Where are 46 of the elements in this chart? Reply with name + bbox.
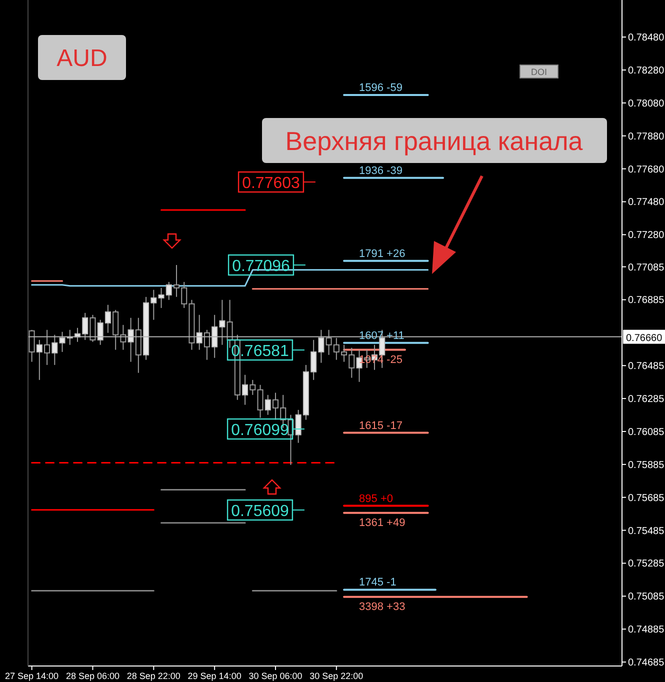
series-label: 895 +0 (359, 492, 393, 505)
y-tick-label: 0.76085 (628, 426, 665, 438)
candlestick (28, 329, 35, 362)
annotation: 0.75609 (231, 503, 290, 520)
y-tick-label: 0.75285 (628, 558, 665, 570)
x-tick-label: 30 Sep 06:00 (248, 671, 302, 681)
y-tick-label: 0.76485 (628, 361, 665, 372)
y-tick-label: 0.77480 (628, 197, 665, 208)
y-tick-label: 0.77280 (628, 230, 665, 242)
series-label: 1936 -39 (359, 164, 402, 177)
annotation: 0.77603 (242, 175, 300, 192)
y-tick-label: 0.76285 (628, 394, 665, 406)
x-tick-label: 30 Sep 22:00 (310, 671, 364, 681)
y-tick-label: 0.74885 (628, 624, 665, 636)
y-tick-label: 0.76885 (628, 295, 665, 306)
annotation: DOI (530, 67, 548, 77)
series-label: 1596 -59 (359, 82, 402, 94)
y-tick-label: 0.75485 (628, 526, 665, 537)
y-tick-label: 0.78280 (628, 65, 665, 76)
candlestick (204, 329, 210, 360)
y-tick-label: 0.78080 (628, 98, 665, 110)
x-tick-label: 27 Sep 14:00 (5, 671, 59, 681)
candlestick (257, 384, 264, 418)
y-tick-label: 0.74685 (628, 658, 665, 669)
y-tick-label: 0.77680 (628, 164, 665, 176)
series-label: 3398 +33 (359, 600, 406, 613)
candlestick (44, 329, 50, 366)
y-tick-label: 0.77880 (628, 131, 665, 142)
series-label: 1791 +26 (359, 248, 406, 260)
candlestick (226, 299, 233, 348)
series-label: 1361 +49 (359, 516, 406, 529)
series-label: 1745 -1 (359, 576, 396, 589)
text: AUD (56, 45, 108, 72)
candlestick (250, 379, 256, 396)
x-tick-label: 28 Sep 22:00 (126, 671, 180, 681)
ref-line-label: 0.76660 (626, 332, 663, 344)
y-tick-label: 0.75085 (628, 592, 665, 603)
x-tick-label: 29 Sep 14:00 (188, 671, 242, 681)
x-tick-label: 28 Sep 06:00 (66, 671, 120, 681)
y-tick-label: 0.75885 (628, 460, 665, 471)
series-label: 1615 -17 (359, 420, 402, 432)
y-tick-label: 0.78480 (628, 32, 665, 44)
annotation: Верхняя граница канала (285, 126, 584, 156)
y-tick-label: 0.77085 (628, 262, 665, 274)
y-tick-label: 0.75685 (628, 492, 665, 504)
candlestick (90, 314, 96, 342)
